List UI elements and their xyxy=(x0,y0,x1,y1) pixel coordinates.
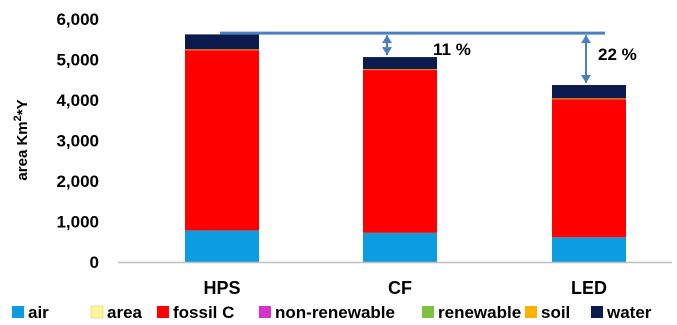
difference-arrow-head-down xyxy=(581,75,591,84)
bar-fossil-c-cf xyxy=(363,70,437,233)
x-tick-label: CF xyxy=(388,278,412,298)
y-tick-label: 2,000 xyxy=(56,172,99,191)
y-axis-ticks: 0 1,000 2,000 3,000 4,000 5,000 6,000 xyxy=(56,10,99,272)
x-axis-labels: HPS CF LED xyxy=(203,278,607,298)
legend-swatch xyxy=(591,306,603,318)
bar-fossil-c-led xyxy=(552,99,626,238)
legend: air area fossil C non-renewable renewable soi… xyxy=(12,303,652,322)
legend-label: non-renewable xyxy=(275,303,395,322)
difference-arrow-head-up xyxy=(382,35,392,44)
difference-label: 22 % xyxy=(598,45,637,64)
bar-fossil-c-hps xyxy=(185,50,259,231)
legend-swatch xyxy=(525,306,537,318)
y-tick-label: 1,000 xyxy=(56,213,99,232)
legend-label: renewable xyxy=(438,303,521,322)
x-tick-label: HPS xyxy=(203,278,240,298)
bar-water-cf xyxy=(363,57,437,70)
difference-label: 11 % xyxy=(433,40,471,59)
bar-air-cf xyxy=(363,232,437,262)
y-tick-label: 0 xyxy=(90,253,99,272)
bar-water-hps xyxy=(185,34,259,50)
bar-air-hps xyxy=(185,230,259,262)
legend-label: soil xyxy=(541,303,570,322)
bar-air-led xyxy=(552,237,626,262)
legend-swatch xyxy=(422,306,434,318)
y-tick-label: 4,000 xyxy=(56,91,99,110)
y-tick-label: 3,000 xyxy=(56,132,99,151)
reference-annotations: 11 % 22 % xyxy=(220,31,637,84)
bar-soil-hps xyxy=(185,49,259,51)
y-tick-label: 6,000 xyxy=(56,10,99,29)
bar-soil-led xyxy=(552,98,626,100)
legend-label: area xyxy=(107,303,143,322)
difference-arrow-head-up xyxy=(581,35,591,44)
legend-label: water xyxy=(606,303,652,322)
difference-arrow-head-down xyxy=(382,47,392,56)
legend-label: fossil C xyxy=(173,303,234,322)
legend-swatch xyxy=(12,306,24,318)
legend-swatch xyxy=(259,306,271,318)
x-tick-label: LED xyxy=(571,278,607,298)
bar-stacks xyxy=(185,34,626,262)
y-tick-label: 5,000 xyxy=(56,51,99,70)
bar-soil-cf xyxy=(363,69,437,71)
y-axis-label: area Km2*Y xyxy=(12,99,31,180)
bar-water-led xyxy=(552,85,626,99)
legend-label: air xyxy=(28,303,49,322)
legend-swatch xyxy=(90,305,104,319)
legend-swatch xyxy=(157,306,169,318)
